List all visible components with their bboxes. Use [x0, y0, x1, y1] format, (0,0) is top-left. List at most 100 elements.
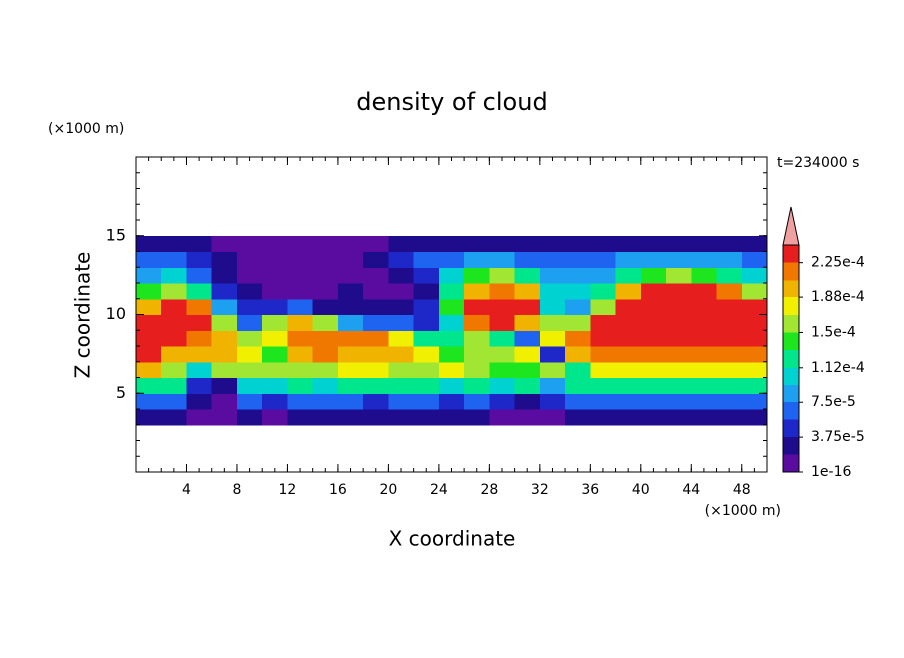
x-tick-label: 16	[329, 482, 347, 498]
contour-cell	[363, 377, 389, 394]
contour-cell	[312, 267, 339, 284]
contour-cell	[236, 393, 263, 410]
contour-cell	[136, 346, 162, 363]
contour-cell	[615, 267, 642, 284]
contour-cell	[716, 314, 743, 331]
contour-cell	[640, 330, 667, 347]
contour-cell	[363, 267, 389, 284]
contour-cell	[262, 283, 288, 300]
contour-cell	[337, 267, 364, 284]
contour-cell	[640, 393, 667, 410]
x-tick-label: 36	[581, 482, 599, 498]
contour-cell	[136, 361, 162, 378]
contour-cell	[691, 314, 718, 331]
contour-cell	[539, 409, 566, 426]
chart-title: density of cloud	[356, 88, 547, 116]
contour-cell	[489, 409, 516, 426]
contour-cell	[716, 346, 743, 363]
contour-cell	[136, 409, 162, 426]
contour-cell	[640, 361, 667, 378]
contour-cell	[136, 267, 162, 284]
contour-cell	[186, 267, 213, 284]
contour-cell	[211, 298, 238, 315]
y-tick-label: 5	[116, 383, 126, 402]
contour-cell	[615, 409, 642, 426]
contour-cell	[590, 314, 617, 331]
contour-cell	[262, 361, 288, 378]
contour-cell	[539, 393, 566, 410]
contour-cell	[666, 235, 692, 252]
contour-cell	[337, 283, 364, 300]
contour-cell	[312, 283, 339, 300]
contour-cell	[741, 314, 768, 331]
contour-cell	[211, 393, 238, 410]
contour-cell	[262, 330, 288, 347]
contour-cell	[464, 251, 490, 268]
x-tick-label: 12	[279, 482, 297, 498]
contour-cell	[287, 393, 314, 410]
contour-cell	[464, 330, 490, 347]
contour-cell	[514, 235, 541, 252]
contour-cell	[363, 393, 389, 410]
contour-cell	[464, 346, 490, 363]
contour-cell	[539, 346, 566, 363]
contour-cell	[413, 235, 440, 252]
contour-cell	[438, 235, 465, 252]
contour-cell	[413, 314, 440, 331]
x-tick-label: 40	[632, 482, 650, 498]
contour-cell	[161, 393, 187, 410]
contour-cell	[438, 377, 465, 394]
contour-cell	[741, 330, 768, 347]
contour-cell	[514, 314, 541, 331]
contour-cell	[262, 235, 288, 252]
contour-cell	[161, 346, 187, 363]
contour-cell	[211, 267, 238, 284]
contour-cell	[615, 251, 642, 268]
contour-cell	[211, 361, 238, 378]
contour-cell	[691, 377, 718, 394]
contour-cell	[438, 393, 465, 410]
x-tick-label: 8	[232, 482, 241, 498]
contour-cell	[640, 251, 667, 268]
contour-cell	[287, 361, 314, 378]
contour-cell	[464, 409, 490, 426]
contour-cell	[565, 393, 591, 410]
contour-cell	[666, 314, 692, 331]
contour-cell	[565, 377, 591, 394]
x-tick-label: 28	[480, 482, 498, 498]
contour-cell	[741, 409, 768, 426]
contour-cell	[312, 251, 339, 268]
contour-cell	[413, 283, 440, 300]
contour-cell	[741, 235, 768, 252]
contour-cell	[590, 409, 617, 426]
colorbar-band	[783, 262, 799, 281]
contour-cell	[514, 267, 541, 284]
contour-cell	[262, 251, 288, 268]
contour-cell	[438, 298, 465, 315]
contour-cell	[666, 330, 692, 347]
contour-cell	[388, 409, 415, 426]
contour-cell	[666, 346, 692, 363]
colorbar-tick-label: 1.12e-4	[811, 360, 865, 376]
contour-cell	[565, 314, 591, 331]
contour-cell	[741, 251, 768, 268]
contour-cell	[337, 298, 364, 315]
x-tick-label: 20	[379, 482, 397, 498]
contour-cell	[337, 409, 364, 426]
contour-cell	[565, 251, 591, 268]
contour-cell	[236, 409, 263, 426]
contour-cell	[337, 346, 364, 363]
colorbar-band	[783, 437, 799, 455]
contour-cell	[666, 251, 692, 268]
contour-cell	[161, 409, 187, 426]
contour-cell	[640, 298, 667, 315]
contour-cell	[287, 235, 314, 252]
contour-cell	[666, 409, 692, 426]
colorbar-band	[783, 314, 799, 333]
y-tick-label: 10	[106, 304, 126, 323]
contour-cell	[186, 393, 213, 410]
contour-cell	[136, 298, 162, 315]
contour-cell	[590, 283, 617, 300]
